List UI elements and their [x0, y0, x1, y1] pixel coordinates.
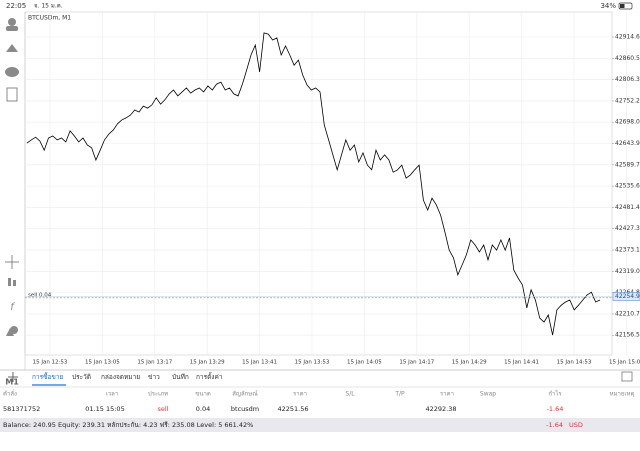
y-tick-label: 42698.05 [615, 119, 640, 126]
icon-indicators[interactable] [8, 278, 11, 286]
icon-objects-b [6, 328, 14, 336]
price-line [26, 32, 601, 336]
icon-trade[interactable] [6, 44, 18, 52]
column-header: S/L [345, 391, 355, 398]
cell-open-price: 42251.56 [277, 405, 308, 413]
tab[interactable]: ข่าว [148, 373, 160, 381]
cell-profit: -1.64 [547, 405, 564, 413]
cell-order: 581371752 [3, 405, 40, 413]
tab[interactable]: บันทึก [172, 373, 189, 381]
x-tick-label: 15 Jan 14:17 [399, 360, 434, 366]
trade-table: คำสั่ง เวลา ประเภท ขนาด สัญลักษณ์ ราคา S/L T/P ร… [3, 390, 634, 414]
x-tick-label: 15 Jan 13:53 [295, 360, 330, 366]
tab[interactable]: การซื้อขาย [32, 372, 63, 381]
price-tag [612, 292, 640, 301]
tab[interactable]: กล่องจดหมาย [101, 373, 140, 381]
y-tick-label: 42210.70 [615, 310, 640, 317]
x-tick-label: 15 Jan 15:05 [609, 360, 640, 366]
battery-level [620, 4, 625, 8]
icon-account[interactable] [8, 18, 16, 26]
sell-label: sell 0.04 [28, 292, 52, 298]
chart-title: BTCUSDm, M1 [28, 15, 71, 22]
price-tag-label: 42254.94 [615, 293, 640, 300]
account-summary: Balance: 240.95 Equity: 239.31 หลักประกั… [3, 421, 253, 429]
y-tick-label: 42373.15 [615, 247, 640, 254]
y-tick-label: 42535.60 [615, 183, 640, 190]
x-tick-label: 15 Jan 14:29 [452, 360, 487, 366]
column-header: สัญลักษณ์ [232, 390, 258, 398]
column-header: T/P [394, 391, 405, 398]
tabs: การซื้อขาย ประวัติ กล่องจดหมาย ข่าว บันทึก กา… [32, 372, 223, 386]
icon-indicators-b [13, 280, 16, 286]
y-tick-label: 42589.75 [615, 161, 640, 168]
plot: sell 0.04 42254.94 [25, 32, 640, 336]
x-tick-label: 15 Jan 13:05 [85, 360, 120, 366]
x-tick-label: 15 Jan 13:41 [242, 360, 277, 366]
y-tick-label: 42806.35 [615, 76, 640, 83]
expand-button[interactable] [621, 371, 633, 382]
y-tick-label: 42156.55 [615, 332, 640, 339]
column-header: ขนาด [195, 391, 211, 398]
x-tick-label: 15 Jan 14:41 [504, 360, 539, 366]
icon-account-body [6, 26, 18, 31]
y-tick-label: 42860.50 [615, 55, 640, 62]
y-tick-label: 42914.65 [615, 34, 640, 41]
x-tick-label: 15 Jan 14:53 [557, 360, 592, 366]
x-tick-label: 15 Jan 13:29 [190, 360, 225, 366]
toolbar-icons: f [5, 18, 19, 336]
icon-function[interactable]: f [10, 302, 15, 313]
icon-new[interactable] [6, 87, 18, 102]
column-header: คำสั่ง [3, 390, 17, 398]
footer-profit: -1.64 [546, 421, 563, 429]
battery-icon [618, 2, 633, 10]
y-tick-label: 42481.45 [615, 204, 640, 211]
footer-bar [0, 418, 640, 432]
y-tick-label: 42427.30 [615, 225, 640, 232]
cell-symbol: btcusdm [231, 405, 259, 413]
timeframe[interactable]: M1 [5, 378, 19, 387]
column-header: หมายเหตุ [610, 391, 635, 398]
column-header: เวลา [106, 391, 118, 398]
icon-chat[interactable] [5, 67, 19, 77]
y-tick-label: 42752.20 [615, 97, 640, 104]
add-button[interactable] [8, 372, 18, 382]
tab[interactable]: ประวัติ [72, 373, 91, 381]
y-tick-label: 42319.00 [615, 268, 640, 275]
column-header: กำไร [548, 390, 562, 398]
icon-crosshair[interactable] [5, 255, 19, 269]
column-header: ราคา [440, 391, 454, 398]
status-date: จ. 15 ม.ค. [34, 3, 63, 10]
footer-currency: USD [569, 421, 583, 429]
x-tick-label: 15 Jan 12:53 [33, 360, 68, 366]
column-header: ราคา [293, 391, 307, 398]
battery-text: 34% [600, 2, 616, 10]
cell-price: 42292.38 [425, 405, 456, 413]
cell-type: sell [158, 405, 169, 413]
cell-time: 01.15 15:05 [85, 405, 124, 413]
tab[interactable]: การตั้งค่า [196, 372, 223, 381]
x-tick-label: 15 Jan 14:05 [347, 360, 382, 366]
status-time: 22:05 [6, 2, 26, 10]
x-tick-label: 15 Jan 13:17 [137, 360, 172, 366]
cell-size: 0.04 [196, 405, 210, 413]
y-tick-label: 42643.90 [615, 140, 640, 147]
column-header: Swap [480, 391, 496, 398]
plot-frame [24, 11, 613, 356]
column-header: ประเภท [148, 391, 168, 398]
